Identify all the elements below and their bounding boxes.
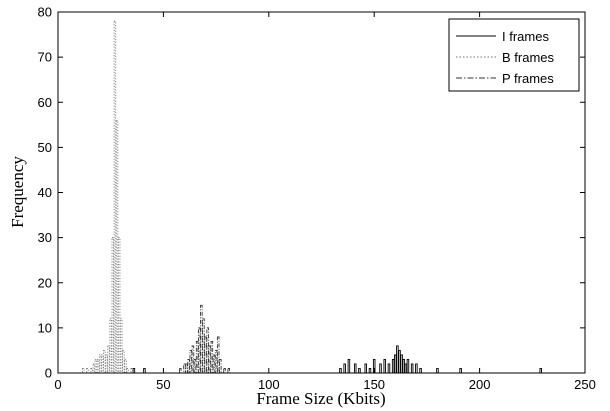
legend-label-p-frames: P frames <box>502 71 554 86</box>
x-axis-label: Frame Size (Kbits) <box>256 389 385 408</box>
y-tick-label: 0 <box>45 366 52 381</box>
x-tick-label: 50 <box>156 377 170 392</box>
bar-b-frames <box>124 359 127 374</box>
bar-p-frames <box>197 327 201 374</box>
y-tick-label: 60 <box>38 95 52 110</box>
bar-p-frames <box>216 336 220 374</box>
bar-b-frames <box>113 20 117 374</box>
y-axis-ticks: 0 10 20 30 40 50 60 70 80 <box>38 5 585 381</box>
bar-b-frames <box>96 359 100 374</box>
x-tick-label: 200 <box>469 377 491 392</box>
bar-p-frames <box>191 345 195 374</box>
y-tick-label: 70 <box>38 50 52 65</box>
x-tick-label: 150 <box>363 377 385 392</box>
bar-b-frames <box>130 368 134 374</box>
bar-b-frames <box>94 359 98 374</box>
x-axis-ticks: 0 50 100 150 200 250 <box>54 12 596 392</box>
bar-p-frames <box>179 368 182 374</box>
y-axis-label: Frequency <box>8 156 27 228</box>
legend-box <box>448 18 580 92</box>
bar-b-frames <box>103 349 106 374</box>
x-tick-label: 250 <box>574 377 596 392</box>
legend-label-i-frames: I frames <box>502 29 549 44</box>
bar-b-frames <box>126 368 129 374</box>
bar-p-frames <box>206 327 209 374</box>
y-tick-label: 30 <box>38 230 52 245</box>
bar-b-frames <box>90 368 93 374</box>
bar-p-frames <box>227 368 230 374</box>
bar-b-frames <box>82 368 85 374</box>
legend-label-b-frames: B frames <box>502 50 555 65</box>
bar-b-frames <box>107 345 110 374</box>
bar-p-frames <box>219 359 222 374</box>
bar-b-frames <box>122 349 125 374</box>
x-tick-label: 0 <box>54 377 61 392</box>
y-tick-label: 50 <box>38 140 52 155</box>
legend: I frames B frames P frames <box>448 18 580 92</box>
bar-p-frames <box>193 359 197 374</box>
y-tick-label: 20 <box>38 275 52 290</box>
bar-p-frames <box>187 359 190 374</box>
bar-b-frames <box>86 368 89 374</box>
bar-p-frames <box>212 354 216 374</box>
bar-p-frames <box>204 336 207 374</box>
bar-p-frames <box>208 345 212 374</box>
x-tick-label: 100 <box>258 377 280 392</box>
y-tick-label: 40 <box>38 185 52 200</box>
y-tick-label: 10 <box>38 320 52 335</box>
y-tick-label: 80 <box>38 5 52 20</box>
bar-p-frames <box>223 368 226 374</box>
